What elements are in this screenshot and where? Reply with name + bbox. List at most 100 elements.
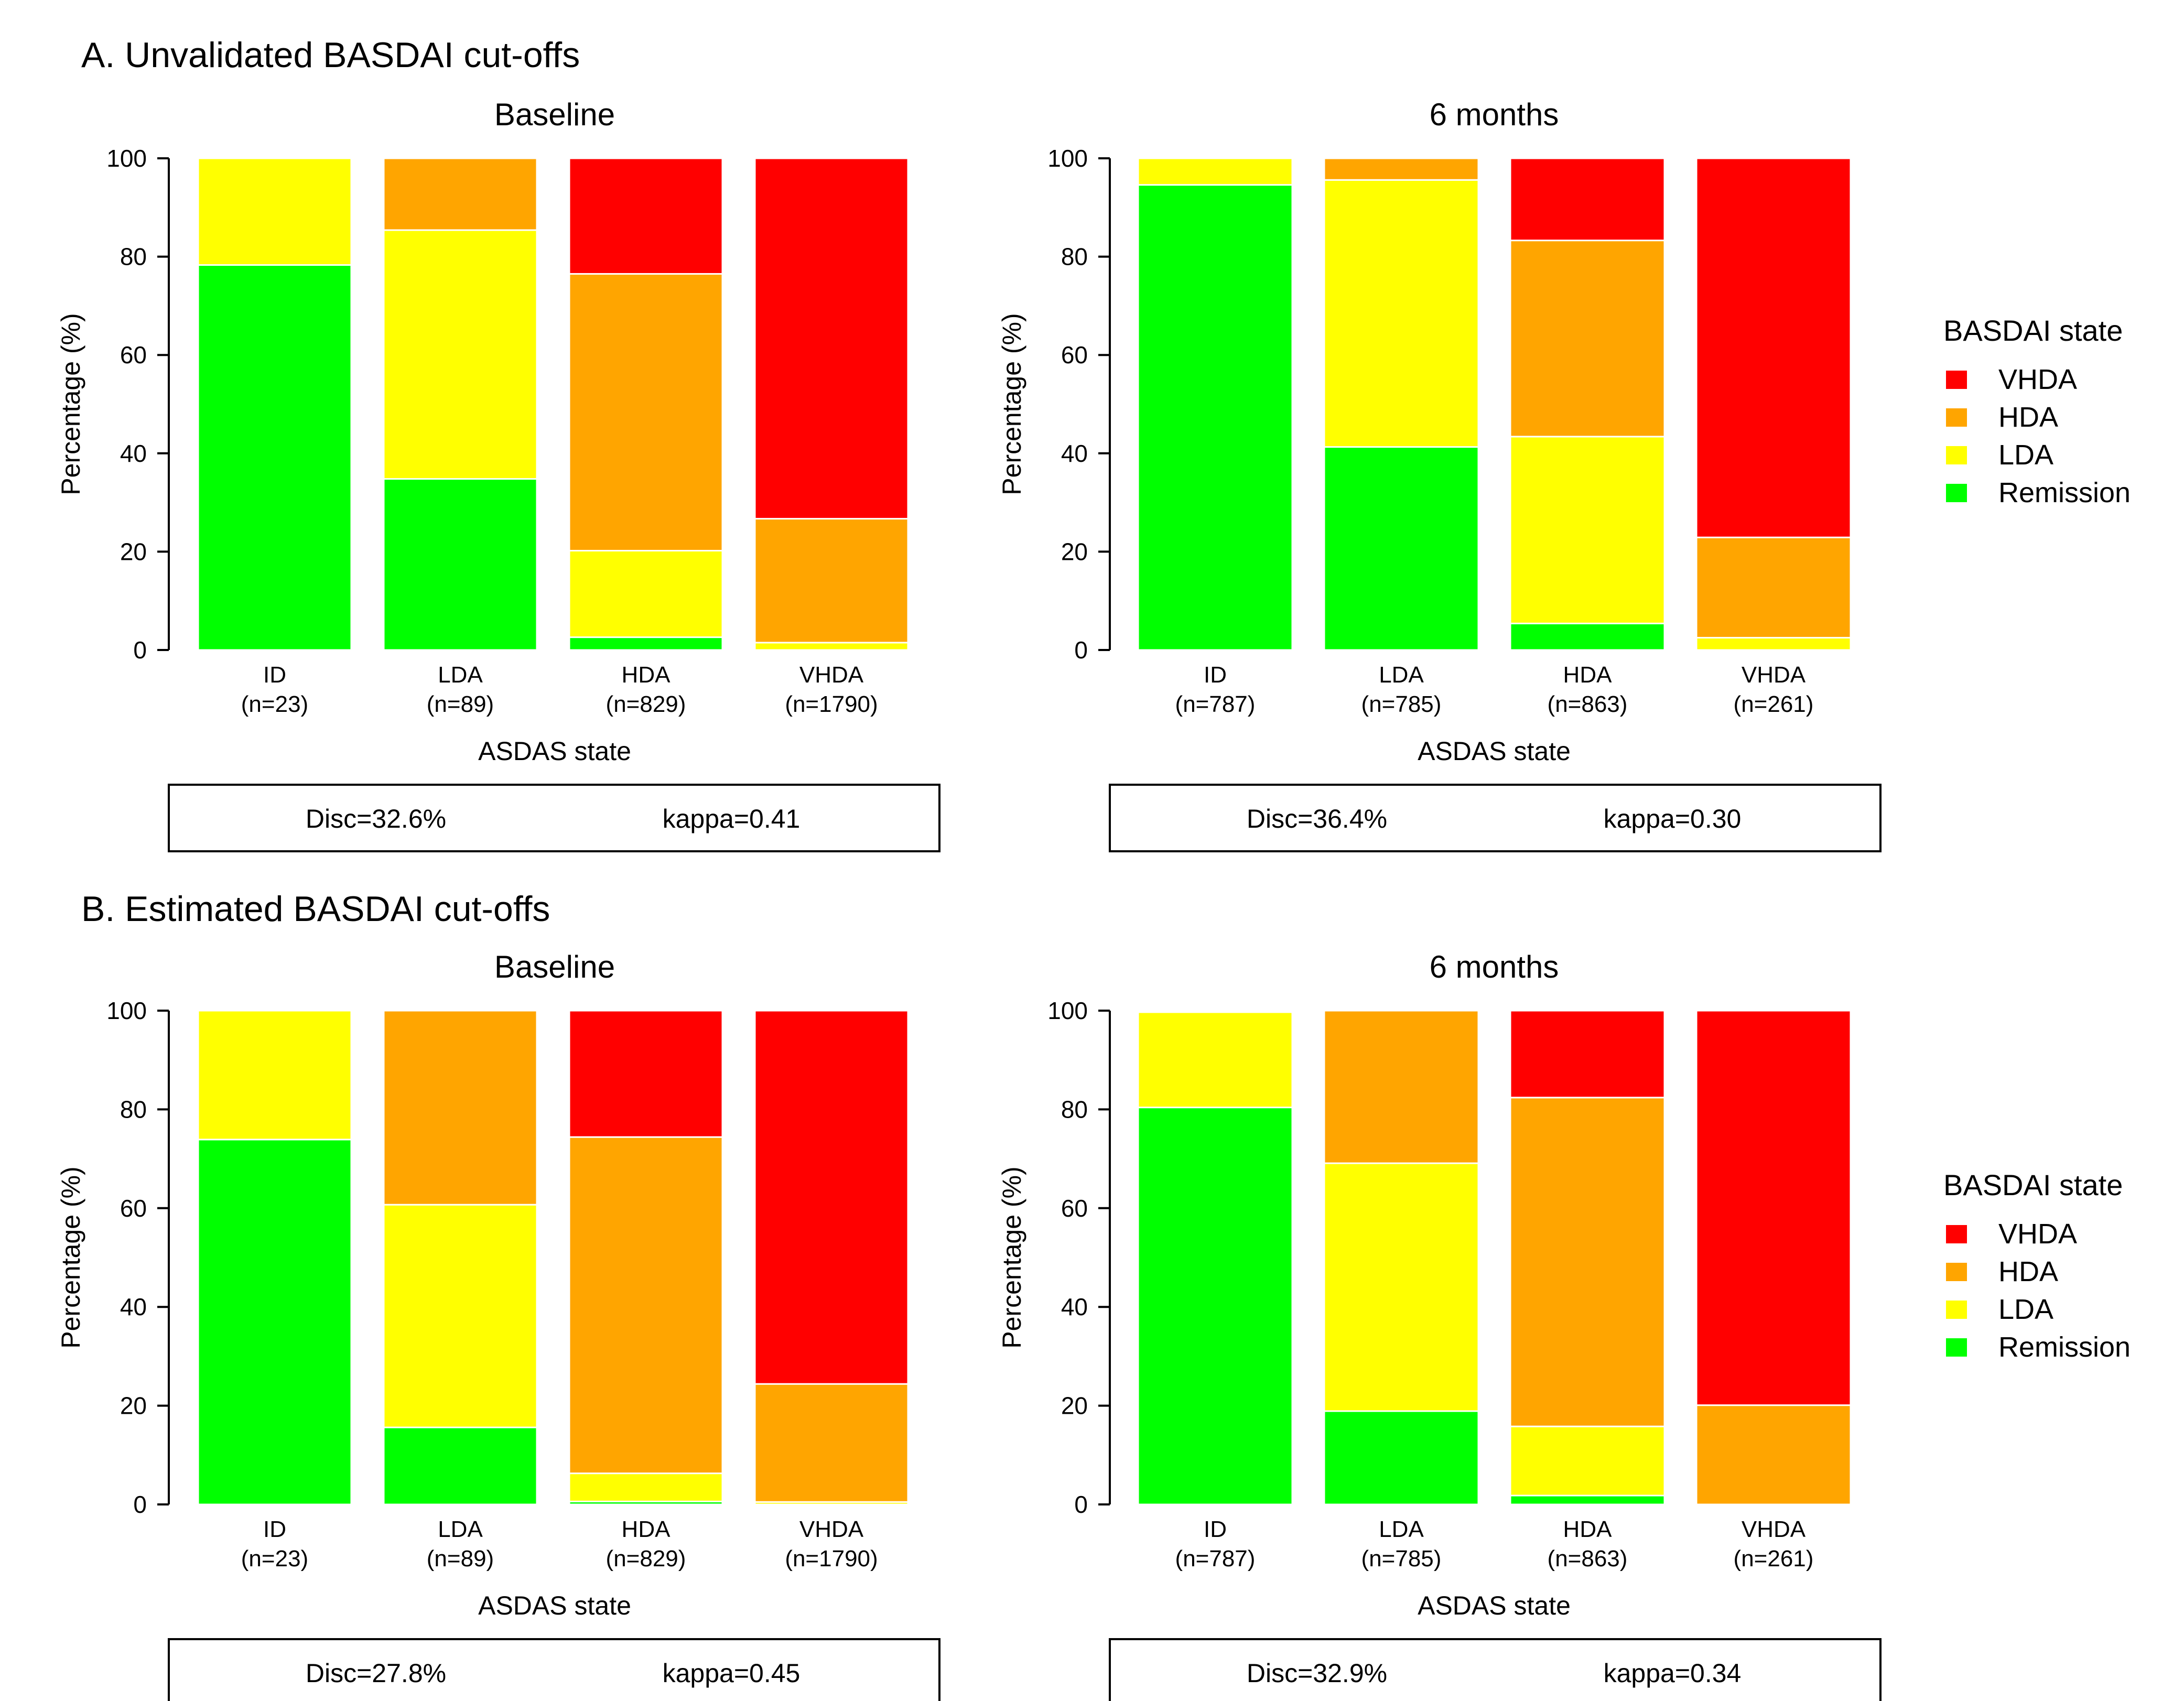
y-tick-label: 80 [1061,1096,1088,1123]
legend: BASDAI state VHDA HDA LDA Remission [1943,1168,2131,1363]
bar-segment-vhda-vhda [754,157,909,520]
bar-segment-id-remission [197,1139,352,1505]
kappa-label: kappa=0.41 [663,804,801,833]
panel-title: 6 months [1430,949,1559,984]
x-tick-n-label: (n=829) [606,1546,686,1572]
x-tick-label: HDA [1563,1516,1613,1542]
y-tick-label: 20 [120,538,147,565]
bar-segment-id-remission [197,264,352,651]
bar-segment-vhda-lda [754,642,909,651]
y-tick-label: 80 [1061,243,1088,270]
bar-segment-lda-hda [383,1010,538,1206]
y-tick-label: 0 [133,1491,147,1518]
x-tick-label: LDA [1379,662,1424,688]
y-tick-label: 100 [1047,997,1088,1024]
stats-box [1109,784,1882,852]
panel-title: Baseline [494,97,615,132]
bar-segment-hda-hda [1509,240,1666,438]
x-tick-label: HDA [1563,662,1613,688]
x-tick-label: LDA [1379,1516,1424,1542]
bar-segment-vhda-lda [1695,637,1852,651]
x-tick-n-label: (n=89) [427,1546,494,1572]
discordance-label: Disc=32.9% [1247,1659,1387,1688]
y-axis-label: Percentage (%) [997,313,1026,495]
kappa-label: kappa=0.30 [1604,804,1742,833]
x-tick-n-label: (n=787) [1175,1546,1256,1572]
bar-segment-id-lda [1137,1011,1293,1109]
bar-segment-lda-hda [1323,157,1479,181]
legend-item-lda: LDA [1998,1294,2053,1325]
panel-a-baseline: Baseline 0 20 40 60 80 100 Percentage (%) ID (n=2… [56,97,940,852]
x-tick-n-label: (n=829) [606,691,686,717]
discordance-label: Disc=27.8% [306,1659,446,1688]
y-axis-label: Percentage (%) [56,313,85,495]
bar-segment-lda-hda [383,157,538,231]
x-tick-label: ID [263,1516,286,1542]
bar-segment-lda-remission [1323,446,1479,651]
x-tick-n-label: (n=863) [1548,691,1628,717]
legend-item-remission: Remission [1998,1331,2131,1363]
y-axis-label: Percentage (%) [56,1166,85,1348]
y-tick-label: 60 [1061,341,1088,369]
bar-segment-id-remission [1137,184,1293,651]
x-axis-label: ASDAS state [478,736,631,766]
y-tick-label: 60 [120,341,147,369]
bar-segment-vhda-vhda [754,1010,909,1385]
bar-segment-lda-remission [1323,1410,1479,1505]
legend-swatch-remission [1946,484,1967,502]
x-tick-n-label: (n=785) [1361,1546,1442,1572]
bar-segment-vhda-hda [754,518,909,644]
bar-segment-hda-remission [1509,1494,1666,1505]
x-tick-n-label: (n=1790) [785,691,878,717]
legend-swatch-vhda [1946,371,1967,389]
x-tick-n-label: (n=785) [1361,691,1442,717]
legend-swatch-lda [1946,446,1967,464]
x-tick-label: ID [1204,1516,1227,1542]
bar-segment-hda-lda [568,1472,723,1502]
section-title-a: A. Unvalidated BASDAI cut-offs [81,35,580,75]
x-tick-label: VHDA [1742,1516,1806,1542]
stats-box [168,1638,940,1701]
x-tick-label: ID [1204,662,1227,688]
x-tick-n-label: (n=89) [427,691,494,717]
y-tick-label: 60 [120,1195,147,1222]
legend-title: BASDAI state [1943,1168,2123,1201]
y-tick-label: 40 [120,1293,147,1320]
bar-segment-hda-vhda [568,1010,723,1138]
legend-swatch-vhda [1946,1225,1967,1243]
bar-segment-hda-lda [1509,436,1666,624]
y-tick-label: 20 [120,1392,147,1420]
legend-item-remission: Remission [1998,477,2131,508]
y-tick-label: 100 [106,997,147,1024]
bar-segment-lda-hda [1323,1010,1479,1164]
bar-segment-vhda-hda [754,1383,909,1503]
legend-swatch-hda [1946,1263,1967,1281]
x-tick-n-label: (n=787) [1175,691,1256,717]
bar-segment-id-lda [1137,157,1293,186]
bar-segment-hda-remission [1509,622,1666,651]
bar-segment-hda-lda [568,550,723,638]
section-title-b: B. Estimated BASDAI cut-offs [81,889,550,929]
bar-segment-id-remission [1137,1107,1293,1505]
bar-segment-hda-lda [1509,1425,1666,1497]
discordance-label: Disc=36.4% [1247,804,1387,833]
discordance-label: Disc=32.6% [306,804,446,833]
x-tick-n-label: (n=1790) [785,1546,878,1572]
stats-box [1109,1638,1882,1701]
stats-box [168,784,940,852]
x-tick-n-label: (n=23) [241,691,308,717]
y-tick-label: 60 [1061,1195,1088,1222]
bar-segment-vhda-hda [1695,1404,1852,1505]
x-tick-n-label: (n=863) [1548,1546,1628,1572]
y-tick-label: 20 [1061,538,1088,565]
legend-swatch-remission [1946,1338,1967,1357]
bar-segment-hda-vhda [1509,1010,1666,1099]
bar-segment-hda-hda [568,273,723,552]
y-tick-label: 40 [1061,1293,1088,1320]
x-tick-label: HDA [622,1516,671,1542]
panel-b-6-months: 6 months 0 20 40 60 80 100 Percentage (%) ID (n=7… [997,949,1882,1701]
y-tick-label: 40 [120,440,147,467]
y-tick-label: 0 [133,636,147,664]
legend-item-hda: HDA [1998,1256,2058,1287]
